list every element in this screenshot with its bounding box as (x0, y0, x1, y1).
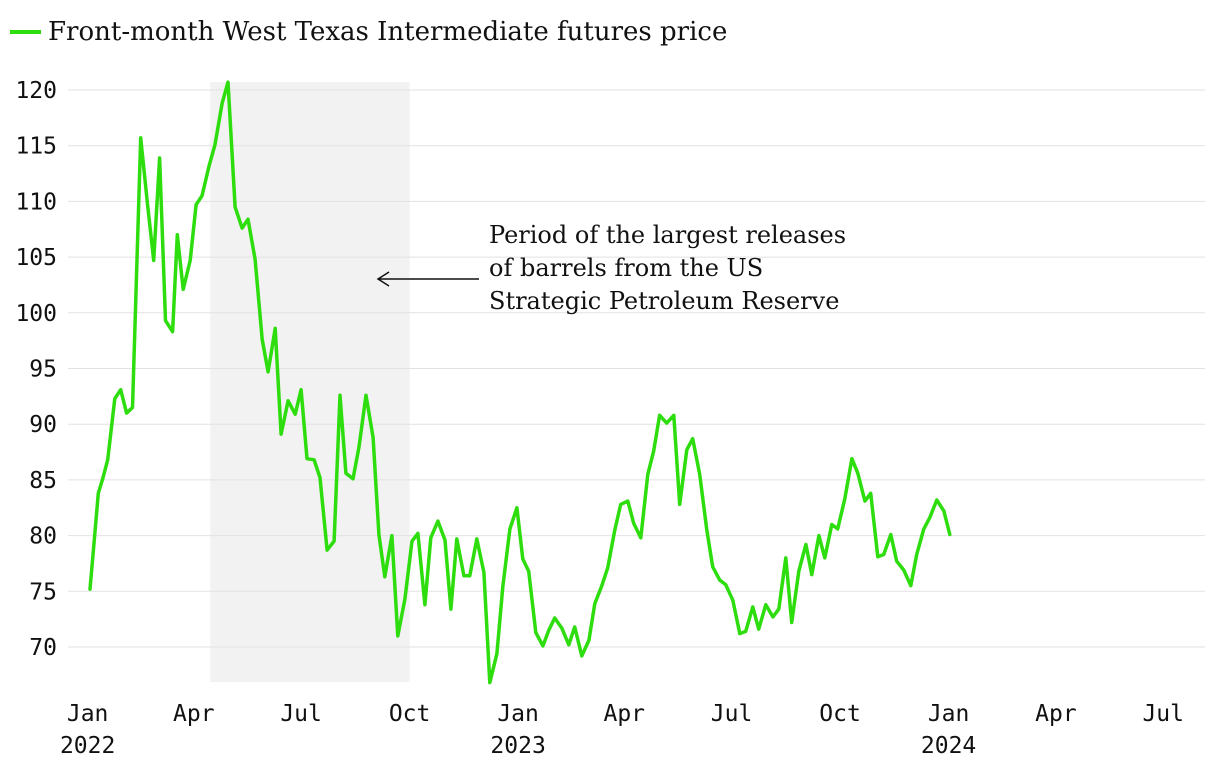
x-tick-label-10: Jul (1142, 701, 1184, 727)
y-tick-label-75: 75 (29, 579, 57, 605)
y-tick-label-100: 100 (15, 301, 57, 327)
x-tick-label-4: Jan (497, 701, 539, 727)
annotation-line-1: Period of the largest releases (489, 221, 846, 249)
y-tick-label-70: 70 (29, 635, 57, 661)
annotation-arrow (376, 271, 479, 287)
y-tick-label-95: 95 (29, 357, 57, 383)
x-tick-year-2023: 2023 (490, 733, 545, 759)
y-tick-label-115: 115 (15, 134, 57, 160)
x-tick-label-9: Apr (1035, 701, 1077, 727)
x-tick-label-7: Oct (819, 701, 861, 727)
x-tick-label-6: Jul (711, 701, 753, 727)
y-tick-label-85: 85 (29, 468, 57, 494)
annotation-line-3: Strategic Petroleum Reserve (489, 287, 839, 315)
x-tick-label-5: Apr (603, 701, 645, 727)
x-tick-label-2: Jul (280, 701, 322, 727)
legend: Front-month West Texas Intermediate futu… (10, 17, 727, 47)
x-tick-label-0: Jan (67, 701, 109, 727)
x-tick-year-2024: 2024 (921, 733, 976, 759)
gridlines (68, 89, 1205, 648)
x-axis-ticks: Jan 2022 Apr Jul Oct Jan 2023 Apr Jul Oct Jan 2024 A… (60, 701, 1184, 759)
y-tick-label-110: 110 (15, 189, 57, 215)
series-line-wti (88, 80, 952, 685)
y-tick-label-80: 80 (29, 524, 57, 550)
y-tick-label-120: 120 (15, 78, 57, 104)
x-tick-label-8: Jan (928, 701, 970, 727)
spr-release-period-shading (210, 82, 410, 682)
y-tick-label-105: 105 (15, 245, 57, 271)
y-tick-label-90: 90 (29, 412, 57, 438)
annotation: Period of the largest releases of barrel… (376, 221, 846, 315)
x-tick-label-1: Apr (173, 701, 215, 727)
annotation-line-2: of barrels from the US (489, 254, 763, 282)
x-tick-label-3: Oct (389, 701, 431, 727)
legend-label: Front-month West Texas Intermediate futu… (48, 17, 727, 47)
x-tick-year-2022: 2022 (60, 733, 115, 759)
y-axis-ticks: 70 75 80 85 90 95 100 105 110 115 120 (15, 78, 57, 661)
